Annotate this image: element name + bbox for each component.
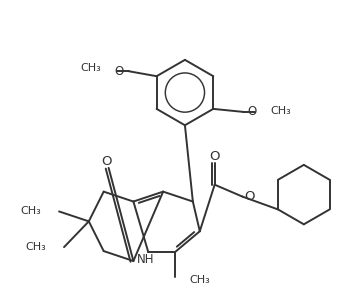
Text: NH: NH (137, 252, 154, 265)
Text: O: O (244, 190, 255, 203)
Text: CH₃: CH₃ (271, 106, 291, 116)
Text: O: O (210, 151, 220, 163)
Text: O: O (115, 65, 124, 78)
Text: CH₃: CH₃ (80, 63, 101, 73)
Text: O: O (247, 105, 256, 118)
Text: O: O (101, 155, 112, 168)
Text: CH₃: CH₃ (21, 206, 41, 216)
Text: CH₃: CH₃ (25, 242, 46, 252)
Text: CH₃: CH₃ (189, 275, 210, 285)
